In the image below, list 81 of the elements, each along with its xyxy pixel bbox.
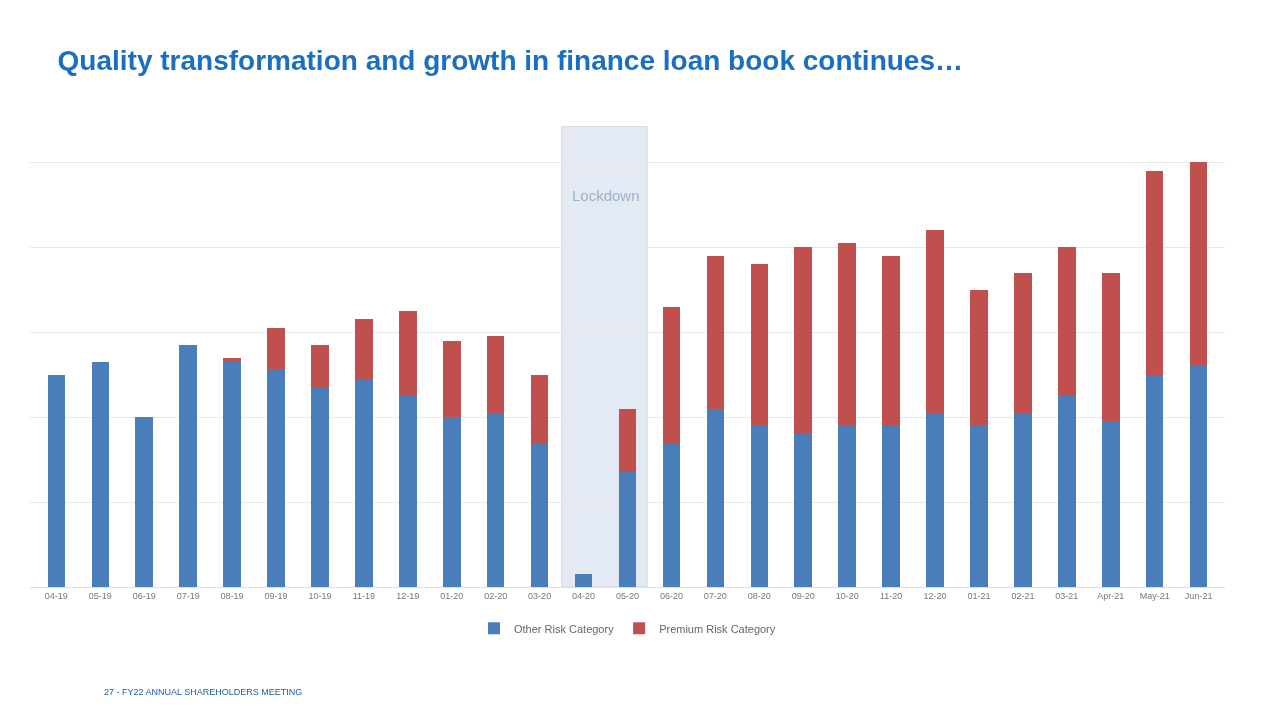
x-tick-label: 05-20 [615, 590, 640, 601]
text: 27 - FY22 ANNUAL SHAREHOLDERS MEETING [104, 687, 303, 697]
bar [442, 417, 461, 587]
bar [47, 374, 66, 587]
x-tick-label: 12-20 [923, 590, 947, 601]
x-tick-label: 07-19 [176, 590, 200, 601]
bar [486, 412, 505, 587]
bar [574, 574, 593, 587]
x-tick-label: 10-20 [835, 590, 859, 601]
bar [926, 230, 944, 413]
bar [1014, 272, 1032, 413]
x-tick-label: 02-21 [1011, 590, 1035, 601]
bar [662, 306, 681, 443]
bar [838, 425, 856, 587]
bar [794, 434, 813, 587]
x-tick-label: 06-19 [132, 590, 156, 601]
x-tick-label: 07-20 [703, 590, 727, 601]
bar [970, 289, 988, 426]
bar [706, 255, 725, 409]
bar [706, 408, 725, 587]
bar [311, 344, 329, 388]
bar [1101, 421, 1120, 587]
x-tick-label: 12-19 [396, 590, 420, 601]
bar [750, 264, 769, 426]
x-tick-label: 11-19 [352, 590, 376, 601]
x-tick-label: 03-20 [528, 590, 552, 601]
bar [530, 442, 549, 587]
bar [1101, 272, 1120, 422]
bar [1145, 374, 1164, 587]
x-tick-label: 08-20 [747, 590, 771, 601]
x-tick-label: 05-19 [88, 590, 112, 601]
legend-label: Premium Risk Category [659, 622, 776, 635]
bar [179, 344, 197, 587]
bar [223, 357, 241, 362]
bar [355, 378, 373, 587]
bar [486, 336, 505, 413]
x-tick-label: 10-19 [308, 590, 332, 601]
x-tick-label: Jun-21 [1184, 590, 1213, 601]
bar [618, 408, 637, 473]
x-tick-label: 08-19 [220, 590, 244, 601]
bar [662, 442, 681, 587]
bar [267, 370, 285, 587]
bar [882, 255, 900, 426]
bar [311, 387, 329, 587]
x-tick-label: 01-20 [440, 590, 464, 601]
bar [926, 412, 944, 587]
bar [1189, 162, 1208, 367]
bar [750, 425, 769, 587]
bar [135, 417, 154, 587]
bar [618, 472, 637, 587]
bar [530, 374, 549, 443]
bar [970, 425, 988, 587]
x-tick-label: 06-20 [659, 590, 683, 601]
x-tick-label: Apr-21 [1097, 590, 1125, 601]
legend-label: Other Risk Category [514, 622, 615, 635]
bar [1189, 366, 1208, 587]
x-tick-label: 04-20 [572, 590, 596, 601]
chart-title: Quality transformation and growth in finance loan book continues… [57, 45, 964, 77]
bar [1145, 170, 1164, 375]
bar [838, 243, 856, 426]
bar [882, 425, 900, 587]
x-tick-label: 01-21 [967, 590, 991, 601]
bar [1058, 395, 1076, 587]
band-label: Lockdown [572, 187, 640, 204]
bar [91, 361, 110, 587]
bar [1058, 247, 1076, 396]
x-tick-label: 03-21 [1055, 590, 1079, 601]
bar [267, 327, 285, 371]
x-tick-label: 09-20 [791, 590, 815, 601]
bar [223, 361, 241, 587]
bar [1014, 412, 1032, 587]
bar [442, 340, 461, 418]
bar [399, 310, 417, 396]
x-tick-label: May-21 [1139, 590, 1170, 601]
bar [794, 247, 813, 435]
x-tick-label: 09-19 [264, 590, 288, 601]
x-tick-label: 02-20 [484, 590, 508, 601]
x-tick-label: 04-19 [44, 590, 68, 601]
bar [355, 319, 373, 379]
x-tick-label: 11-20 [879, 590, 903, 601]
bar [399, 395, 417, 587]
